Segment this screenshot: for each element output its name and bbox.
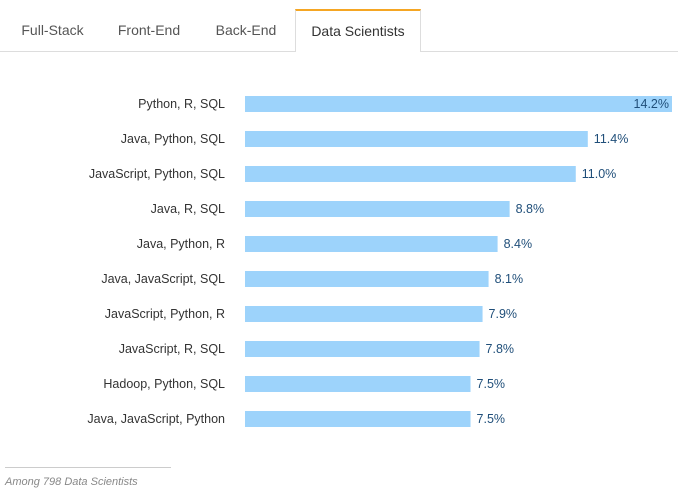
tab-front-end[interactable]: Front-End: [117, 22, 181, 38]
bar: [245, 96, 672, 112]
tab-data-scientists[interactable]: Data Scientists: [295, 9, 421, 52]
footnote: Among 798 Data Scientists: [5, 476, 138, 488]
category-label: Java, Python, SQL: [121, 132, 225, 146]
tab-back-end[interactable]: Back-End: [215, 22, 277, 38]
value-label: 8.1%: [495, 272, 524, 286]
category-label: Python, R, SQL: [138, 97, 225, 111]
bar: [245, 271, 489, 287]
bar: [245, 411, 471, 427]
value-label: 7.5%: [477, 412, 506, 426]
bar: [245, 236, 498, 252]
value-label: 8.4%: [504, 237, 533, 251]
value-label: 7.5%: [477, 377, 506, 391]
bar: [245, 201, 510, 217]
value-label: 11.4%: [594, 132, 629, 146]
tab-full-stack[interactable]: Full-Stack: [21, 22, 84, 38]
bar: [245, 131, 588, 147]
category-label: Java, JavaScript, Python: [87, 412, 225, 426]
bar: [245, 341, 480, 357]
bar-chart: Python, R, SQL 14.2% Java, Python, SQL 11.4…: [87, 96, 672, 427]
value-label: 14.2%: [634, 97, 669, 111]
value-label: 7.8%: [486, 342, 515, 356]
value-label: 7.9%: [489, 307, 518, 321]
category-label: JavaScript, Python, SQL: [89, 167, 225, 181]
category-label: Hadoop, Python, SQL: [103, 377, 225, 391]
category-label: Java, JavaScript, SQL: [101, 272, 225, 286]
value-label: 8.8%: [516, 202, 545, 216]
category-label: Java, Python, R: [137, 237, 225, 251]
footnote-divider: [5, 467, 171, 468]
category-label: JavaScript, Python, R: [105, 307, 225, 321]
bar: [245, 306, 483, 322]
value-label: 11.0%: [582, 167, 617, 181]
category-label: JavaScript, R, SQL: [119, 342, 225, 356]
category-label: Java, R, SQL: [151, 202, 225, 216]
bar: [245, 166, 576, 182]
tab-bar: Full-Stack Front-End Back-End Data Scien…: [0, 9, 678, 52]
bar: [245, 376, 471, 392]
